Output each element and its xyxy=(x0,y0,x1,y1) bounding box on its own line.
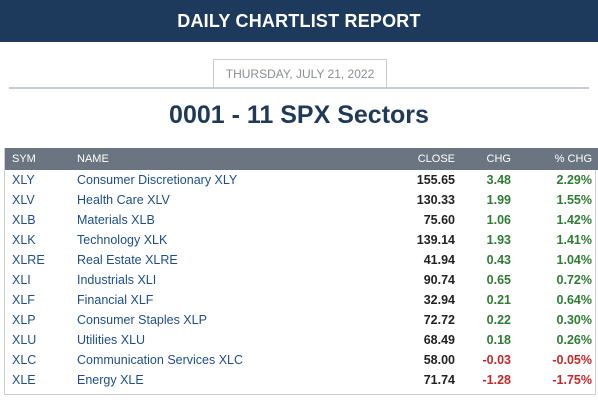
symbol-link[interactable]: XLU xyxy=(12,333,37,347)
close-value: 68.49 xyxy=(423,333,455,347)
table-row[interactable]: XLK Technology XLK 139.14 1.93 1.41% xyxy=(5,230,598,250)
table-row[interactable]: XLP Consumer Staples XLP 72.72 0.22 0.30% xyxy=(5,310,598,330)
table-row[interactable]: XLU Utilities XLU 68.49 0.18 0.26% xyxy=(5,330,598,350)
name-link[interactable]: Materials XLB xyxy=(77,213,155,227)
percent-change-value: -1.75% xyxy=(552,373,592,387)
percent-change-value: 0.30% xyxy=(556,313,592,327)
close-value: 41.94 xyxy=(423,253,455,267)
table-row[interactable]: XLC Communication Services XLC 58.00 -0.03 -… xyxy=(5,350,598,370)
table-body: XLY Consumer Discretionary XLY 155.65 3.48 2… xyxy=(5,170,598,390)
report-header: DAILY CHARTLIST REPORT xyxy=(0,0,598,42)
close-value: 90.74 xyxy=(423,273,455,287)
table-row[interactable]: XLY Consumer Discretionary XLY 155.65 3.48 2… xyxy=(5,170,598,190)
change-value: 1.99 xyxy=(486,193,511,207)
symbol-link[interactable]: XLC xyxy=(12,353,37,367)
table-row[interactable]: XLE Energy XLE 71.74 -1.28 -1.75% xyxy=(5,370,598,390)
change-value: 1.93 xyxy=(486,233,511,247)
symbol-link[interactable]: XLB xyxy=(12,213,36,227)
table-row[interactable]: XLF Financial XLF 32.94 0.21 0.64% xyxy=(5,290,598,310)
report-date: THURSDAY, JULY 21, 2022 xyxy=(213,59,387,88)
table-row[interactable]: XLRE Real Estate XLRE 41.94 0.43 1.04% xyxy=(5,250,598,270)
percent-change-value: 0.64% xyxy=(556,293,592,307)
percent-change-value: 2.29% xyxy=(556,173,592,187)
symbol-link[interactable]: XLV xyxy=(12,193,35,207)
table-row[interactable]: XLI Industrials XLI 90.74 0.65 0.72% xyxy=(5,270,598,290)
col-header-name[interactable]: NAME xyxy=(77,153,109,165)
table-header-row: SYM NAME CLOSE CHG % CHG xyxy=(5,148,598,170)
change-value: 0.43 xyxy=(486,253,511,267)
change-value: -0.03 xyxy=(482,353,512,367)
close-value: 130.33 xyxy=(416,193,455,207)
change-value: 0.18 xyxy=(486,333,511,347)
symbol-link[interactable]: XLRE xyxy=(12,253,45,267)
percent-change-value: 1.04% xyxy=(556,253,592,267)
report-title: DAILY CHARTLIST REPORT xyxy=(177,10,421,31)
close-value: 75.60 xyxy=(423,213,455,227)
close-value: 139.14 xyxy=(416,233,455,247)
symbol-link[interactable]: XLK xyxy=(12,233,36,247)
percent-change-value: 0.26% xyxy=(556,333,592,347)
change-value: 1.06 xyxy=(486,213,511,227)
name-link[interactable]: Energy XLE xyxy=(77,373,144,387)
col-header-close[interactable]: CLOSE xyxy=(417,153,455,165)
close-value: 32.94 xyxy=(423,293,455,307)
name-link[interactable]: Technology XLK xyxy=(77,233,168,247)
col-header-chg[interactable]: CHG xyxy=(486,153,511,165)
close-value: 58.00 xyxy=(423,353,455,367)
symbol-link[interactable]: XLY xyxy=(12,173,35,187)
percent-change-value: 0.72% xyxy=(556,273,592,287)
table-row[interactable]: XLV Health Care XLV 130.33 1.99 1.55% xyxy=(5,190,598,210)
close-value: 72.72 xyxy=(423,313,455,327)
change-value: 3.48 xyxy=(486,173,511,187)
percent-change-value: 1.55% xyxy=(556,193,592,207)
sector-table: SYM NAME CLOSE CHG % CHG XLY Consumer Dis… xyxy=(4,148,598,395)
name-link[interactable]: Consumer Staples XLP xyxy=(77,313,207,327)
sector-table-grid: SYM NAME CLOSE CHG % CHG XLY Consumer Dis… xyxy=(5,148,598,390)
name-link[interactable]: Industrials XLI xyxy=(77,273,157,287)
percent-change-value: 1.42% xyxy=(556,213,592,227)
symbol-link[interactable]: XLE xyxy=(12,373,36,387)
header-divider xyxy=(9,87,589,89)
name-link[interactable]: Real Estate XLRE xyxy=(77,253,178,267)
percent-change-value: 1.41% xyxy=(556,233,592,247)
report-date-label: THURSDAY, JULY 21, 2022 xyxy=(225,67,375,81)
change-value: 0.22 xyxy=(486,313,511,327)
name-link[interactable]: Communication Services XLC xyxy=(77,353,244,367)
chartlist-title: 0001 - 11 SPX Sectors xyxy=(169,101,429,129)
name-link[interactable]: Consumer Discretionary XLY xyxy=(77,173,238,187)
percent-change-value: -0.05% xyxy=(552,353,592,367)
close-value: 155.65 xyxy=(416,173,455,187)
change-value: 0.65 xyxy=(486,273,511,287)
close-value: 71.74 xyxy=(423,373,455,387)
name-link[interactable]: Health Care XLV xyxy=(77,193,170,207)
name-link[interactable]: Financial XLF xyxy=(77,293,154,307)
symbol-link[interactable]: XLF xyxy=(12,293,35,307)
symbol-link[interactable]: XLI xyxy=(12,273,31,287)
change-value: 0.21 xyxy=(486,293,511,307)
symbol-link[interactable]: XLP xyxy=(12,313,36,327)
col-header-pct[interactable]: % CHG xyxy=(554,153,592,165)
name-link[interactable]: Utilities XLU xyxy=(77,333,146,347)
change-value: -1.28 xyxy=(482,373,512,387)
table-row[interactable]: XLB Materials XLB 75.60 1.06 1.42% xyxy=(5,210,598,230)
col-header-sym[interactable]: SYM xyxy=(12,153,36,165)
